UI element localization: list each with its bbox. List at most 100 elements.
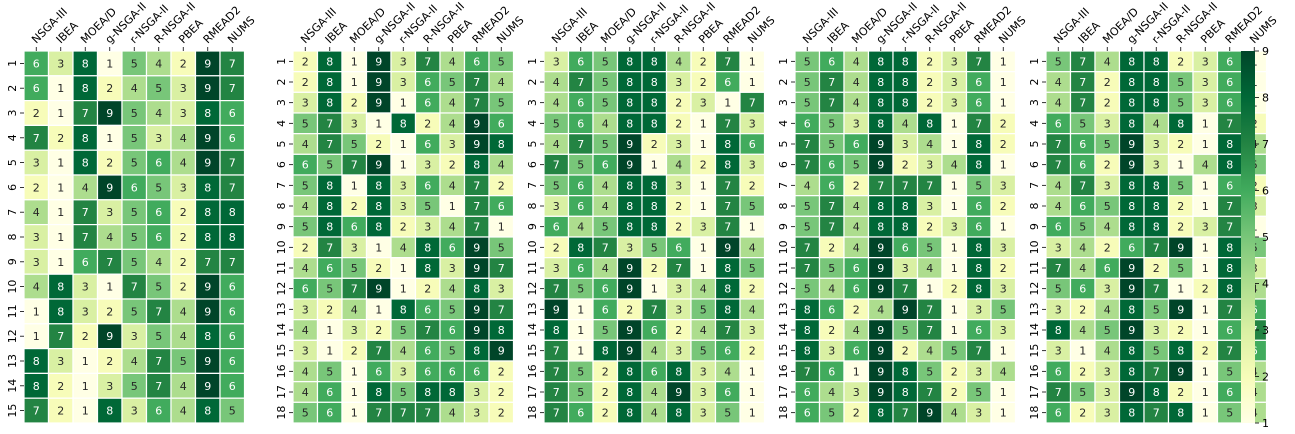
cell-value-label: 9: [1128, 386, 1135, 399]
cell-value-label: 9: [626, 283, 633, 296]
cell-value-label: 1: [82, 355, 89, 368]
cell-value-label: 6: [155, 157, 162, 170]
cell-value-label: 8: [1153, 55, 1160, 68]
cell-value-label: 6: [1226, 76, 1233, 89]
cell-value-label: 9: [204, 355, 211, 368]
cell-value-label: 3: [498, 283, 505, 296]
heatmap-cell: [47, 397, 74, 424]
colorbar-gradient: [1241, 51, 1255, 423]
cell-value-label: 6: [424, 76, 431, 89]
cell-value-label: 2: [351, 200, 358, 213]
heatmap-cell: [23, 224, 50, 251]
cell-value-label: 6: [577, 200, 584, 213]
cell-value-label: 6: [577, 97, 584, 110]
cell-value-label: 5: [1177, 76, 1184, 89]
y-tick-label: 18: [777, 406, 790, 420]
cell-value-label: 7: [1153, 365, 1160, 378]
cell-value-label: 6: [1226, 97, 1233, 110]
cell-value-label: 9: [204, 281, 211, 294]
cell-value-label: 8: [1128, 55, 1135, 68]
cell-value-label: 2: [106, 82, 113, 95]
cell-value-label: 7: [375, 407, 382, 420]
cell-value-label: 9: [626, 345, 633, 358]
y-tick-label: 9: [1028, 223, 1041, 230]
cell-value-label: 2: [926, 76, 933, 89]
cell-value-label: 9: [553, 303, 560, 316]
cell-value-label: 4: [651, 407, 658, 420]
cell-value-label: 3: [700, 407, 707, 420]
y-tick-label: 8: [777, 203, 790, 210]
y-tick-label: 6: [777, 161, 790, 168]
cell-value-label: 5: [1153, 303, 1160, 316]
cell-value-label: 5: [131, 206, 138, 219]
heatmap-cell: [194, 298, 221, 325]
cell-value-label: 1: [749, 76, 756, 89]
cell-value-label: 6: [449, 241, 456, 254]
cell-value-label: 7: [1226, 221, 1233, 234]
heatmap-cell: [72, 174, 99, 201]
cell-value-label: 2: [651, 262, 658, 275]
cell-value-label: 7: [424, 324, 431, 337]
cell-value-label: 3: [853, 386, 860, 399]
cell-value-label: 7: [828, 221, 835, 234]
cell-value-label: 8: [1128, 97, 1135, 110]
cell-value-label: 1: [1202, 262, 1209, 275]
cell-value-label: 3: [473, 407, 480, 420]
cell-value-label: 8: [1128, 345, 1135, 358]
cell-value-label: 8: [651, 200, 658, 213]
cell-value-label: 2: [57, 380, 64, 393]
cell-value-label: 2: [1079, 407, 1086, 420]
cell-value-label: 3: [749, 159, 756, 172]
y-tick-label: 13: [526, 302, 539, 316]
y-tick-label: 1: [275, 58, 288, 65]
y-tick-label: 7: [275, 182, 288, 189]
heatmap-cell: [145, 298, 172, 325]
cell-value-label: 7: [1153, 241, 1160, 254]
heatmap-cell: [219, 298, 246, 325]
cell-value-label: 1: [724, 97, 731, 110]
cell-value-label: 1: [351, 76, 358, 89]
y-tick-label: 9: [526, 223, 539, 230]
cell-value-label: 1: [651, 159, 658, 172]
cell-value-label: 4: [155, 107, 162, 120]
heatmap-cell: [121, 99, 148, 126]
cell-value-label: 3: [106, 206, 113, 219]
cell-value-label: 2: [1079, 365, 1086, 378]
cell-value-label: 1: [951, 179, 958, 192]
cell-value-label: 3: [449, 138, 456, 151]
cell-value-label: 3: [853, 117, 860, 130]
cell-value-label: 5: [602, 55, 609, 68]
cell-value-label: 3: [400, 200, 407, 213]
cell-value-label: 3: [951, 97, 958, 110]
cell-value-label: 8: [626, 55, 633, 68]
cell-value-label: 6: [229, 355, 236, 368]
cell-value-label: 9: [473, 138, 480, 151]
cell-value-label: 9: [1128, 283, 1135, 296]
cell-value-label: 8: [1153, 386, 1160, 399]
cell-value-label: 6: [724, 76, 731, 89]
cell-value-label: 1: [749, 55, 756, 68]
cell-value-label: 5: [449, 303, 456, 316]
cell-value-label: 2: [602, 365, 609, 378]
y-tick-label: 12: [275, 282, 288, 296]
cell-value-label: 9: [1177, 365, 1184, 378]
cell-value-label: 8: [1177, 407, 1184, 420]
heatmap-cell: [219, 99, 246, 126]
cell-value-label: 5: [700, 345, 707, 358]
y-tick-label: 11: [777, 261, 790, 275]
cell-value-label: 7: [828, 76, 835, 89]
cell-value-label: 8: [1177, 117, 1184, 130]
cell-value-label: 5: [828, 138, 835, 151]
heatmap-cell: [121, 397, 148, 424]
cell-value-label: 7: [351, 283, 358, 296]
cell-value-label: 1: [1000, 386, 1007, 399]
cell-value-label: 5: [1226, 407, 1233, 420]
cell-value-label: 8: [204, 107, 211, 120]
cell-value-label: 4: [724, 365, 731, 378]
cell-value-label: 7: [473, 200, 480, 213]
cell-value-label: 5: [1177, 97, 1184, 110]
y-tick-label: 14: [6, 379, 19, 393]
y-tick-label: 18: [1028, 406, 1041, 420]
cell-value-label: 3: [951, 221, 958, 234]
